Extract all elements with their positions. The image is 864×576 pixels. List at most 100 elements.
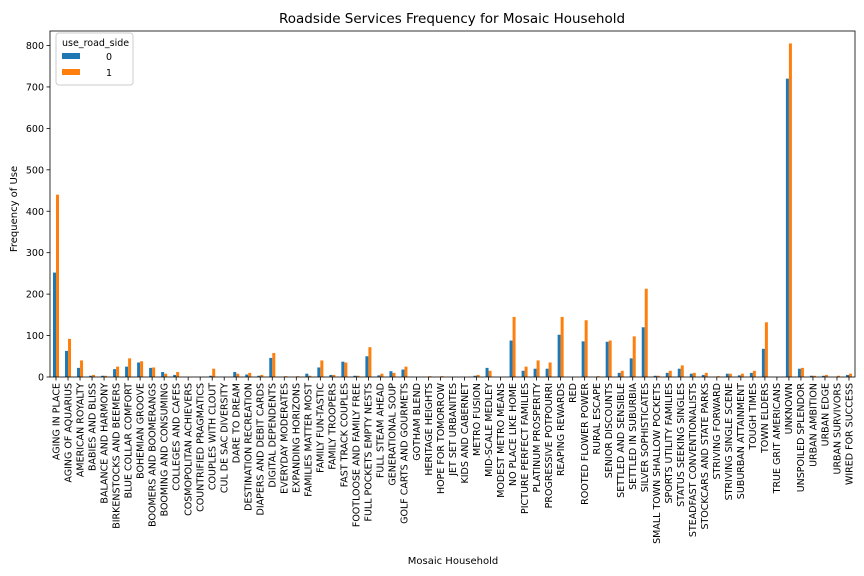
bar-series-1-13 bbox=[212, 368, 216, 377]
x-tick-label-59: TOWN ELDERS bbox=[760, 383, 771, 454]
bar-series-0-35 bbox=[473, 375, 477, 377]
bar-series-1-53 bbox=[692, 372, 696, 377]
x-tick-label-40: PLATINUM PROSPERITY bbox=[532, 383, 543, 493]
bar-series-1-28 bbox=[392, 372, 396, 377]
x-tick-label-2: AMERICAN ROYALTY bbox=[75, 383, 86, 477]
x-tick-label-31: HERITAGE HEIGHTS bbox=[424, 383, 435, 476]
x-tick-label-10: COLLEGES AND CAFES bbox=[171, 383, 182, 491]
bar-series-1-64 bbox=[824, 374, 828, 377]
x-tick-label-3: BABIES AND BLISS bbox=[87, 383, 98, 471]
bar-series-0-47 bbox=[617, 372, 621, 377]
bar-series-1-40 bbox=[536, 360, 540, 377]
x-tick-label-19: EVERYDAY MODERATES bbox=[280, 383, 291, 494]
bar-series-0-23 bbox=[329, 374, 333, 377]
x-tick-label-36: MID-SCALE MEDLEY bbox=[484, 383, 495, 477]
x-tick-label-32: HOPE FOR TOMORROW bbox=[436, 382, 447, 494]
bar-series-1-1 bbox=[68, 338, 72, 377]
bar-series-1-36 bbox=[488, 370, 492, 377]
bar-series-1-20 bbox=[296, 376, 300, 377]
y-tick-label-1: 100 bbox=[26, 331, 44, 342]
x-tick-label-33: JET SET URBANITES bbox=[448, 383, 459, 477]
x-tick-label-51: SPORTS UTILITY FAMILIES bbox=[664, 383, 675, 504]
bar-series-0-10 bbox=[173, 374, 177, 377]
bar-series-0-42 bbox=[557, 334, 561, 377]
x-tick-label-4: BALANCE AND HARMONY bbox=[99, 383, 110, 504]
bar-series-1-17 bbox=[260, 374, 264, 377]
x-tick-label-16: DESTINATION RECREATION bbox=[244, 383, 255, 511]
x-tick-label-25: FOOTLOOSE AND FAMILY FREE bbox=[352, 383, 363, 527]
bar-series-0-54 bbox=[701, 374, 705, 377]
bar-series-1-15 bbox=[236, 373, 240, 377]
x-tick-label-42: REAPING REWARDS bbox=[556, 383, 567, 476]
bar-series-0-59 bbox=[761, 348, 765, 377]
x-tick-label-63: URBAN AMBITION bbox=[808, 383, 819, 467]
bar-series-0-38 bbox=[509, 340, 513, 377]
bar-series-0-53 bbox=[689, 373, 693, 377]
bar-series-1-5 bbox=[116, 366, 120, 377]
bar-series-0-39 bbox=[521, 370, 525, 377]
bar-series-0-63 bbox=[809, 375, 813, 377]
x-tick-label-44: ROOTED FLOWER POWER bbox=[580, 383, 591, 505]
x-tick-label-53: STEADFAST CONVENTIONALISTS bbox=[688, 383, 699, 537]
bar-series-1-54 bbox=[704, 372, 708, 377]
x-tick-label-46: SENIOR DISCOUNTS bbox=[604, 383, 615, 478]
bar-series-1-52 bbox=[680, 365, 684, 377]
x-tick-label-6: BLUE COLLAR COMFORT bbox=[123, 383, 134, 499]
x-tick-label-1: AGING OF AQUARIUS bbox=[63, 383, 74, 483]
x-tick-label-64: URBAN EDGE bbox=[820, 383, 831, 446]
bar-series-1-38 bbox=[512, 316, 516, 377]
x-tick-label-24: FAST TRACK COUPLES bbox=[340, 383, 351, 487]
bar-series-0-13 bbox=[209, 375, 213, 377]
bar-series-0-49 bbox=[641, 327, 645, 377]
chart-title: Roadside Services Frequency for Mosaic H… bbox=[279, 11, 625, 27]
legend: use_road_side 0 1 bbox=[55, 32, 134, 86]
x-tick-label-34: KIDS AND CABERNET bbox=[460, 383, 471, 484]
bar-series-0-28 bbox=[389, 371, 393, 377]
x-tick-label-38: NO PLACE LIKE HOME bbox=[508, 383, 519, 486]
bar-series-0-5 bbox=[113, 369, 117, 377]
bar-series-0-16 bbox=[245, 374, 249, 377]
bar-series-1-16 bbox=[248, 372, 252, 377]
bar-series-0-62 bbox=[797, 368, 801, 377]
bar-series-0-44 bbox=[581, 341, 585, 377]
bar-series-1-18 bbox=[272, 352, 276, 377]
x-tick-label-61: UNKNOWN bbox=[784, 383, 795, 434]
bar-series-1-58 bbox=[752, 370, 756, 377]
x-tick-label-43: RED bbox=[568, 383, 579, 403]
bar-series-1-27 bbox=[380, 373, 384, 377]
bar-series-1-24 bbox=[344, 362, 348, 377]
bar-series-1-39 bbox=[524, 366, 528, 377]
x-tick-label-11: COSMOPOLITAN ACHIEVERS bbox=[183, 383, 194, 516]
x-tick-label-5: BIRKENSTOCKS AND BEEMERS bbox=[111, 383, 122, 529]
bar-series-0-40 bbox=[533, 368, 537, 377]
y-tick-label-8: 800 bbox=[26, 41, 44, 52]
bar-series-1-6 bbox=[128, 358, 132, 377]
x-tick-label-26: FULL POCKETS EMPTY NESTS bbox=[364, 383, 375, 521]
bar-series-1-26 bbox=[368, 347, 372, 377]
bar-series-0-3 bbox=[89, 375, 93, 377]
bar-series-0-29 bbox=[401, 369, 405, 377]
bar-series-0-36 bbox=[485, 367, 489, 377]
x-tick-label-60: TRUE GRIT AMERICANS bbox=[772, 383, 783, 494]
x-tick-label-29: GOLF CARTS AND GOURMETS bbox=[400, 383, 411, 524]
bar-series-0-48 bbox=[629, 358, 633, 377]
bar-series-1-66 bbox=[848, 373, 852, 377]
bar-series-1-32 bbox=[440, 376, 444, 377]
bar-series-1-22 bbox=[320, 360, 324, 377]
bar-series-0-57 bbox=[737, 375, 741, 377]
bar-series-1-29 bbox=[404, 366, 408, 377]
bar-series-1-4 bbox=[104, 375, 108, 377]
bar-series-1-35 bbox=[476, 374, 480, 377]
x-tick-label-18: DIGITAL DEPENDENTS bbox=[268, 383, 279, 488]
legend-title: use_road_side bbox=[62, 38, 129, 49]
y-tick-label-0: 0 bbox=[38, 373, 44, 384]
bar-series-1-25 bbox=[356, 375, 360, 377]
bar-series-0-56 bbox=[725, 373, 729, 377]
x-tick-label-13: COUPLES WITH CLOUT bbox=[208, 383, 219, 490]
bar-series-1-47 bbox=[620, 370, 624, 377]
x-tick-label-20: EXPANDING HORIZONS bbox=[292, 383, 303, 493]
bar-series-1-10 bbox=[176, 372, 180, 377]
y-tick-label-4: 400 bbox=[26, 207, 44, 218]
